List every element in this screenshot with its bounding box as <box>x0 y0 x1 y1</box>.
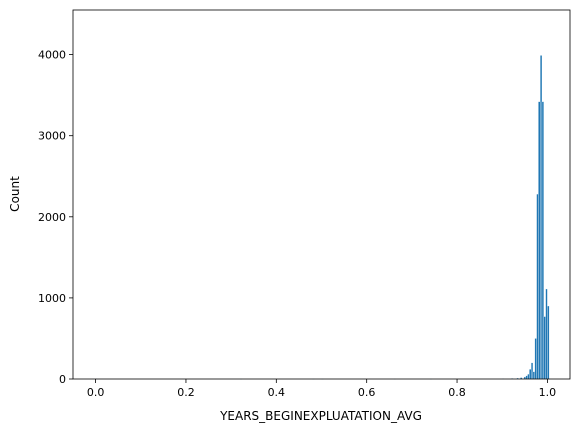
plot-frame <box>72 9 571 380</box>
histogram-bar <box>530 362 534 380</box>
histogram-bar <box>547 305 550 380</box>
plot-area <box>73 10 570 379</box>
histogram-bar <box>532 371 535 380</box>
histogram-bar <box>529 369 532 380</box>
histogram-bar <box>536 193 539 380</box>
y-tick-label: 4000 <box>38 49 66 62</box>
x-axis-label: YEARS_BEGINEXPLUATATION_AVG <box>219 409 422 423</box>
y-tick-label: 1000 <box>38 292 66 305</box>
x-axis-ticks: 0.0 0.2 0.4 0.6 0.8 1.0 <box>87 379 556 399</box>
histogram-bar <box>545 288 548 380</box>
y-axis-label: Count <box>8 176 22 212</box>
x-tick-label: 0.8 <box>448 386 466 399</box>
histogram-bar <box>527 373 530 380</box>
x-tick-label: 0.2 <box>177 386 195 399</box>
y-tick-label: 3000 <box>38 130 66 143</box>
histogram-bar <box>534 338 537 380</box>
y-tick-label: 2000 <box>38 211 66 224</box>
y-axis-ticks: 0 1000 2000 3000 4000 <box>38 49 73 386</box>
histogram-bar <box>540 55 543 380</box>
x-tick-label: 0.6 <box>358 386 376 399</box>
bars-group <box>95 55 550 380</box>
x-tick-label: 0.4 <box>268 386 286 399</box>
histogram-bar <box>541 101 544 380</box>
x-tick-label: 0.0 <box>87 386 105 399</box>
x-tick-label: 1.0 <box>539 386 557 399</box>
histogram-bar <box>543 316 546 380</box>
histogram-bar <box>538 101 541 380</box>
histogram-bar <box>525 375 528 380</box>
y-tick-label: 0 <box>59 373 66 386</box>
